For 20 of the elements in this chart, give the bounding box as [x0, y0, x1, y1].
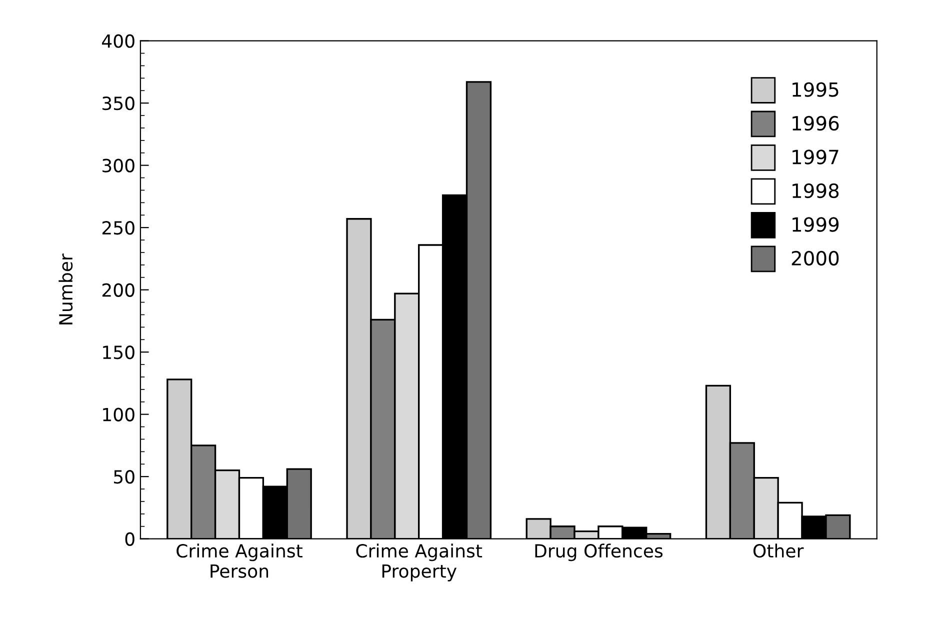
y-tick-label: 400 [102, 34, 134, 48]
legend-label: 1996 [792, 116, 839, 131]
x-tick-label: Crime Against Property [356, 544, 482, 582]
legend-label: 1995 [792, 82, 838, 97]
y-tick-label: 200 [102, 283, 134, 297]
x-tick-label: Crime Against Person [176, 544, 302, 578]
legend-label: 1999 [792, 217, 839, 232]
legend-label: 2000 [792, 250, 839, 266]
y-tick-label: 150 [103, 346, 134, 360]
y-tick-label: 250 [102, 221, 134, 235]
y-tick-label: 0 [125, 532, 134, 546]
y-tick-label: 300 [102, 158, 134, 172]
y-tick-label: 50 [114, 470, 134, 484]
y-tick-label: 100 [103, 408, 134, 422]
legend-label: 1997 [792, 150, 838, 164]
x-tick-label: Drug Offences [535, 544, 663, 562]
legend-label: 1998 [792, 183, 839, 198]
y-axis-title: Number [58, 254, 73, 324]
x-tick-label: Other [753, 544, 804, 558]
y-tick-label: 350 [102, 96, 134, 110]
